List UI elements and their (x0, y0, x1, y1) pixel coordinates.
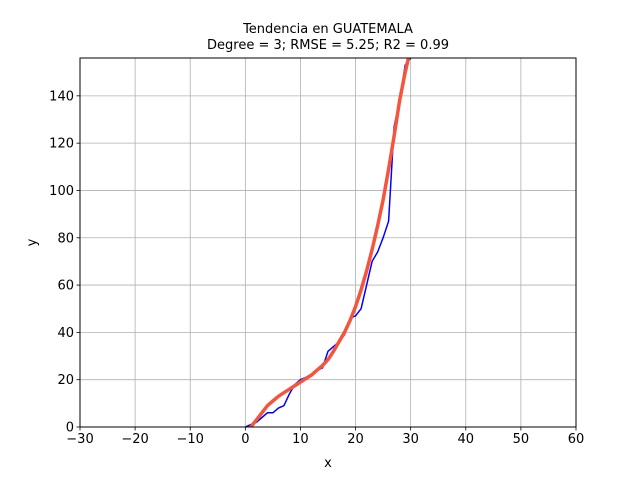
trend-fit-line (249, 58, 411, 427)
x-axis-label: x (324, 456, 332, 471)
chart-title: Tendencia en GUATEMALA (242, 22, 413, 37)
x-tick-label: 60 (568, 432, 585, 447)
y-tick-label: 80 (57, 231, 74, 246)
x-tick-label: −20 (121, 432, 148, 447)
y-tick-label: 140 (49, 89, 74, 104)
y-tick-label: 20 (57, 373, 74, 388)
y-tick-label: 100 (49, 184, 74, 199)
x-tick-label: −10 (177, 432, 204, 447)
y-axis-label: y (25, 238, 40, 246)
data-series-line (244, 58, 412, 427)
x-tick-label: 40 (458, 432, 475, 447)
y-tick-label: 120 (49, 137, 74, 152)
x-tick-label: −30 (66, 432, 93, 447)
y-tick-label: 40 (57, 326, 74, 341)
x-tick-label: 10 (292, 432, 309, 447)
x-tick-label: 50 (513, 432, 530, 447)
plot-frame (79, 57, 577, 428)
x-tick-label: 0 (241, 432, 249, 447)
x-tick-label: 30 (402, 432, 419, 447)
axis-ticks: −30 −20 −10 0 10 20 30 40 50 60 0 20 40 60 80 100 120 140 (49, 89, 584, 447)
chart-subtitle: Degree = 3; RMSE = 5.25; R2 = 0.99 (207, 38, 449, 53)
series-layer (244, 58, 412, 427)
y-tick-label: 0 (66, 421, 74, 436)
y-tick-label: 60 (57, 279, 74, 294)
grid-lines (79, 58, 577, 428)
x-tick-label: 20 (347, 432, 364, 447)
